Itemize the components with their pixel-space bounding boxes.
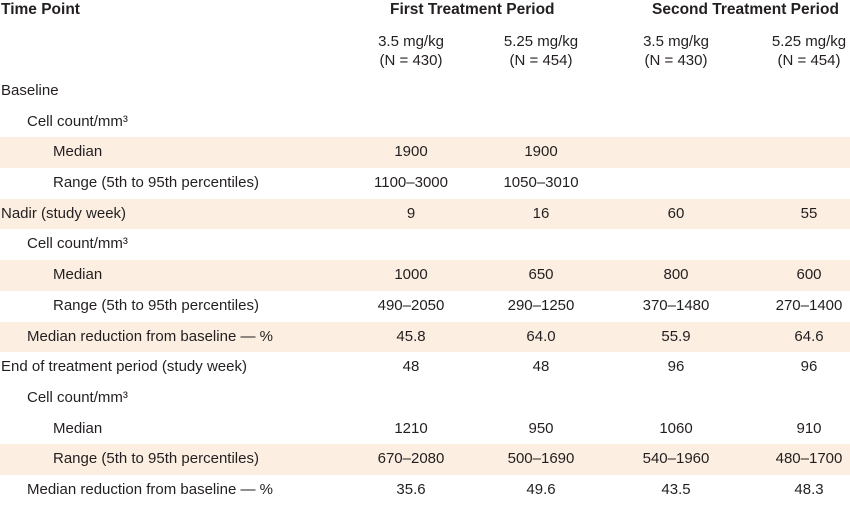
table-cell: 64.6	[794, 327, 824, 345]
table-cell	[749, 137, 850, 168]
table-cell: 670–2080	[377, 450, 445, 468]
column-dose: 5.25 mg/kg	[503, 33, 579, 50]
table-body: Baseline Cell count/mm³ Median 1900 1900…	[0, 76, 850, 506]
table-row: Median reduction from baseline — % 35.6 …	[0, 475, 850, 506]
table-cell: 1210	[394, 419, 428, 437]
row-label: Baseline	[1, 82, 59, 99]
row-label: Median reduction from baseline — %	[27, 327, 273, 345]
table-cell: 55.9	[661, 327, 691, 345]
second-treatment-period-header: Second Treatment Period	[652, 1, 839, 18]
table-cell: 9	[406, 204, 416, 222]
row-label: Median	[53, 419, 103, 437]
table-row: End of treatment period (study week) 48 …	[0, 352, 850, 383]
column-header-first-3-5: 3.5 mg/kg (N = 430)	[351, 32, 471, 72]
column-header-first-5-25: 5.25 mg/kg (N = 454)	[481, 32, 601, 72]
column-header-second-3-5: 3.5 mg/kg (N = 430)	[616, 32, 736, 72]
table-row: Median 1210 950 1060 910	[0, 414, 850, 445]
row-label: Nadir (study week)	[1, 204, 127, 222]
table-cell: 1060	[659, 419, 693, 437]
column-n: (N = 454)	[777, 52, 841, 69]
row-label: Median reduction from baseline — %	[27, 480, 273, 498]
table-cell: 650	[528, 266, 554, 284]
table-cell: 540–1960	[642, 450, 710, 468]
table-cell: 800	[663, 266, 689, 284]
table-row: Median 1900 1900	[0, 137, 850, 169]
table-cell: 96	[800, 358, 818, 376]
table-cell: 370–1480	[642, 296, 710, 314]
column-dose: 3.5 mg/kg	[643, 33, 709, 50]
table-cell: 16	[532, 204, 550, 222]
column-dose: 5.25 mg/kg	[771, 33, 847, 50]
table-row: Baseline	[0, 76, 850, 107]
column-n: (N = 454)	[509, 52, 573, 69]
table-cell: 490–2050	[377, 296, 445, 314]
row-label: Range (5th to 95th percentiles)	[53, 174, 259, 192]
row-label: Cell count/mm³	[27, 235, 128, 253]
row-label: Median	[53, 266, 103, 284]
table-cell: 48.3	[794, 480, 824, 498]
table-row: Cell count/mm³	[0, 229, 850, 260]
table-cell: 950	[528, 419, 554, 437]
table-cell: 60	[667, 204, 685, 222]
table-cell: 48	[402, 358, 420, 376]
row-label: Cell count/mm³	[27, 112, 128, 130]
table-row: Median reduction from baseline — % 45.8 …	[0, 321, 850, 353]
table-row: Cell count/mm³	[0, 383, 850, 414]
table-row: Range (5th to 95th percentiles) 670–2080…	[0, 444, 850, 475]
row-label: Range (5th to 95th percentiles)	[53, 296, 259, 314]
column-header-second-5-25: 5.25 mg/kg (N = 454)	[749, 32, 850, 72]
table-cell: 1050–3010	[503, 174, 579, 192]
table-cell: 910	[796, 419, 822, 437]
row-label: Range (5th to 95th percentiles)	[53, 450, 259, 468]
table-row: Range (5th to 95th percentiles) 1100–300…	[0, 168, 850, 199]
table-cell	[616, 137, 736, 168]
table-cell: 1900	[394, 143, 428, 161]
table-cell: 600	[796, 266, 822, 284]
row-label: Cell count/mm³	[27, 388, 128, 406]
row-label: Median	[53, 143, 103, 161]
column-n: (N = 430)	[379, 52, 443, 69]
table-cell: 1900	[524, 143, 558, 161]
table-cell: 64.0	[526, 327, 556, 345]
table-cell: 55	[800, 204, 818, 222]
first-treatment-period-header: First Treatment Period	[390, 1, 555, 18]
table-cell: 96	[667, 358, 685, 376]
row-label: End of treatment period (study week)	[1, 358, 247, 376]
table-cell: 35.6	[396, 480, 426, 498]
table-cell: 48	[532, 358, 550, 376]
column-dose: 3.5 mg/kg	[378, 33, 444, 50]
table-cell	[749, 168, 850, 199]
table-cell: 270–1400	[775, 296, 843, 314]
table-cell: 500–1690	[507, 450, 575, 468]
column-n: (N = 430)	[644, 52, 708, 69]
table-cell	[616, 168, 736, 199]
table-cell: 290–1250	[507, 296, 575, 314]
table-row: Median 1000 650 800 600	[0, 260, 850, 291]
table-row: Nadir (study week) 9 16 60 55	[0, 198, 850, 230]
table-cell: 1100–3000	[374, 174, 448, 192]
table-row: Range (5th to 95th percentiles) 490–2050…	[0, 291, 850, 322]
table-cell: 43.5	[661, 480, 691, 498]
table-row: Cell count/mm³	[0, 107, 850, 138]
table-cell: 1000	[394, 266, 428, 284]
table-cell: 49.6	[526, 480, 556, 498]
table-cell: 480–1700	[775, 450, 843, 468]
table-cell: 45.8	[396, 327, 426, 345]
table-header: Time Point First Treatment Period Second…	[0, 0, 850, 78]
time-point-header: Time Point	[1, 1, 80, 18]
